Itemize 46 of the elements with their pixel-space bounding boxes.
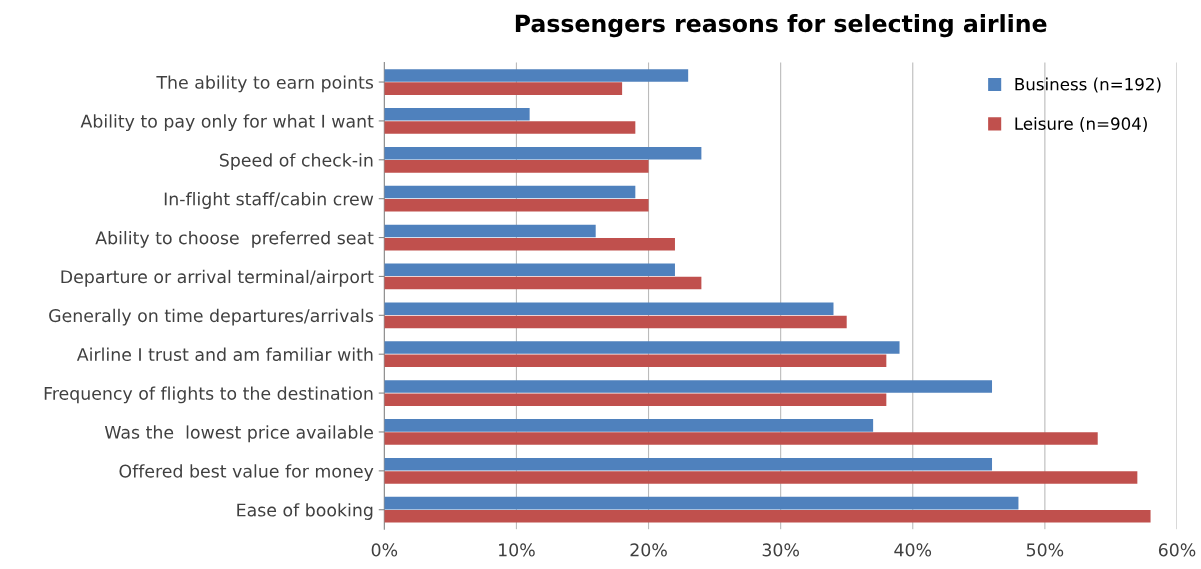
bar [384,341,900,354]
bar [384,496,1019,510]
y-tick-label: The ability to earn points [156,75,374,93]
bar [384,419,874,432]
bar [384,185,636,199]
y-tick-label: Ability to choose preferred seat [95,230,374,248]
bar [384,471,1138,484]
bar [384,199,649,212]
y-tick-label: Ease of booking [237,503,373,520]
y-tick-label: Offered best value for money [119,464,374,482]
y-tick-label: Departure or arrival terminal/airport [61,269,374,287]
bar [384,224,596,238]
x-tick-label: 10% [499,543,535,557]
bar [384,457,993,471]
bar [384,146,702,160]
bar [384,69,689,82]
y-tick-label: Generally on time departures/arrivals [49,308,374,326]
legend-label: Leisure (n=904) [1015,117,1147,132]
bar [384,263,675,277]
legend-label: Business (n=192) [1015,77,1161,93]
bar [384,237,675,251]
x-tick-label: 0% [371,543,398,557]
bar [384,82,623,95]
bar [384,432,1098,445]
bar [384,160,649,173]
bar [384,510,1151,523]
bar [384,354,887,368]
x-tick-label: 50% [1026,543,1064,557]
chart-title: Passengers reasons for selecting airline [515,14,1047,38]
bar [384,315,847,329]
bar [384,302,834,315]
bar [384,380,993,393]
y-tick-label: Airline I trust and am familiar with [76,347,373,362]
y-tick-label: Was the lowest price available [104,425,373,443]
x-tick-label: 60% [1158,543,1196,557]
y-tick-label: In-flight staff/cabin crew [164,192,374,209]
y-tick-label: Ability to pay only for what I want [80,114,374,132]
y-tick-label: Frequency of flights to the destination [44,386,373,404]
bar [384,108,530,121]
bar [384,121,636,134]
x-tick-label: 20% [630,543,667,557]
x-tick-label: 40% [894,543,932,557]
x-tick-label: 30% [762,543,799,557]
bar [384,393,887,406]
bar [384,276,702,290]
y-tick-label: Speed of check-in [219,153,373,170]
